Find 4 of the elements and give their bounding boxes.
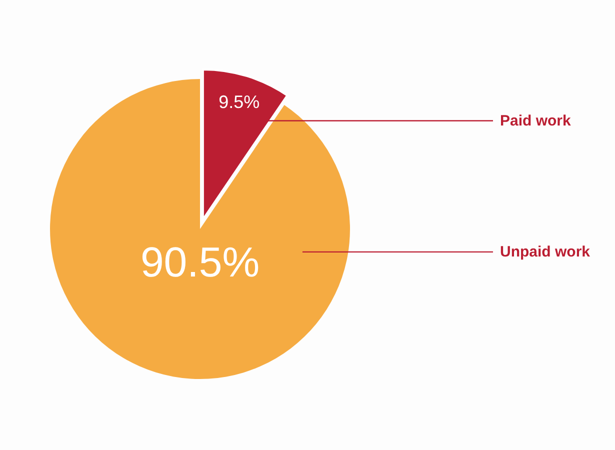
slice-label: Paid work <box>500 112 572 130</box>
data-label: 90.5% <box>140 238 260 286</box>
data-label: 9.5% <box>218 92 260 112</box>
slice-label: Unpaid work <box>500 243 591 260</box>
